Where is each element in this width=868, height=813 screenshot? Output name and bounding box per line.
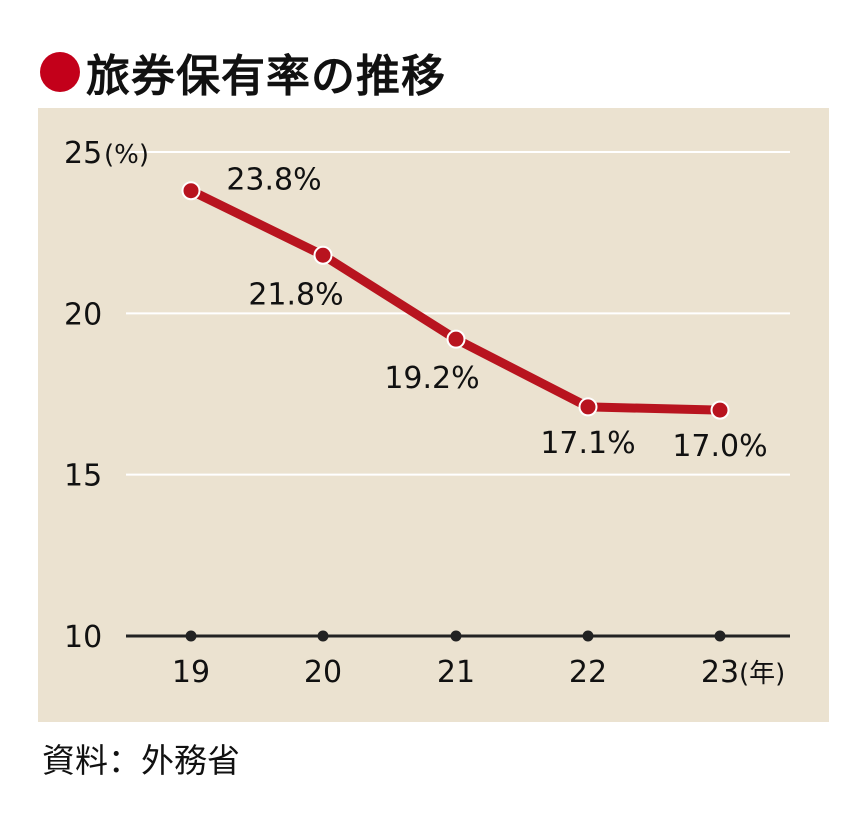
x-tick-label: 23	[701, 655, 739, 690]
x-tick-label: 22	[569, 655, 607, 690]
data-label: 23.8%	[226, 163, 321, 198]
title-text: 旅券保有率の推移	[86, 51, 446, 102]
y-axis-unit-label: (%)	[104, 140, 149, 170]
x-tick-dot	[317, 630, 329, 642]
x-tick-dot	[450, 630, 462, 642]
x-tick-dot	[582, 630, 594, 642]
data-point	[446, 329, 466, 349]
data-label: 17.1%	[540, 426, 635, 461]
data-label: 19.2%	[384, 361, 479, 396]
x-tick-label: 21	[437, 655, 475, 690]
x-tick-dot	[185, 630, 197, 642]
data-point	[710, 400, 730, 420]
y-tick-label: 15	[64, 459, 102, 494]
data-point	[313, 245, 333, 265]
data-label: 17.0%	[672, 429, 767, 464]
x-axis-unit-label: (年)	[739, 659, 785, 689]
title-bullet-icon	[40, 52, 80, 92]
chart-title: 旅券保有率の推移	[40, 42, 446, 102]
source-note: 資料：外務省	[42, 741, 240, 780]
x-tick-label: 20	[304, 655, 342, 690]
data-point	[181, 181, 201, 201]
x-tick-dot	[714, 630, 726, 642]
y-tick-label: 20	[64, 297, 102, 332]
y-tick-label: 10	[64, 620, 102, 655]
data-point	[578, 397, 598, 417]
data-label: 21.8%	[248, 277, 343, 312]
y-tick-label: 25	[64, 136, 102, 171]
chart-panel	[38, 108, 829, 722]
x-tick-label: 19	[172, 655, 210, 690]
